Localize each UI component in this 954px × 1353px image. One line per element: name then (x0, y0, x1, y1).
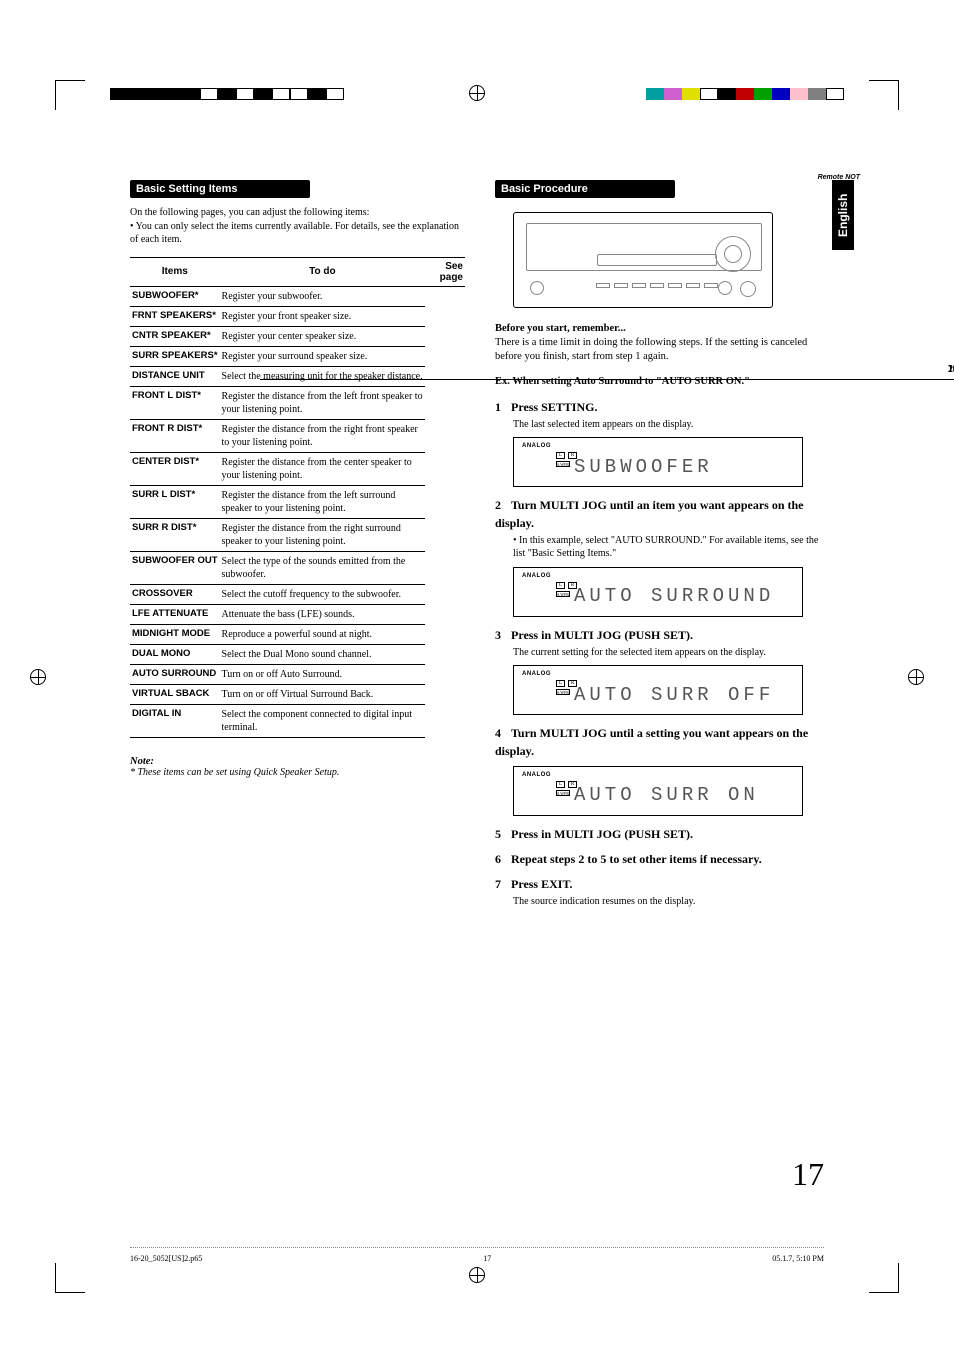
cell-todo: Select the type of the sounds emitted fr… (220, 551, 426, 584)
table-row: SURR L DIST*Register the distance from t… (130, 485, 465, 518)
table-row: CENTER DIST*Register the distance from t… (130, 452, 465, 485)
note-text: * These items can be set using Quick Spe… (130, 767, 465, 778)
cell-item: SUBWOOFER* (130, 286, 220, 306)
step-1: 1Press SETTING. The last selected item a… (495, 399, 830, 488)
section-header-basic-items: Basic Setting Items (130, 180, 310, 198)
color-bar-left (110, 88, 344, 100)
cell-page: 20 (260, 360, 954, 380)
table-row: SUBWOOFER*Register your subwoofer.18 (130, 286, 465, 306)
cell-todo: Turn on or off Virtual Surround Back. (220, 684, 426, 704)
cell-item: CENTER DIST* (130, 452, 220, 485)
cell-item: AUTO SURROUND (130, 664, 220, 684)
footer-timestamp: 05.1.7, 5:10 PM (772, 1254, 824, 1263)
lcd-display-3: ANALOG LR S.WFR AUTO SURR OFF (513, 665, 803, 715)
device-diagram (513, 212, 773, 308)
cell-todo: Select the component connected to digita… (220, 704, 426, 737)
table-row: MIDNIGHT MODEReproduce a powerful sound … (130, 624, 465, 644)
crop-mark-bl (55, 1263, 85, 1293)
remote-not-badge: Remote NOT (818, 174, 860, 181)
cell-todo: Register the distance from the left surr… (220, 485, 426, 518)
color-bar-right (646, 88, 844, 100)
registration-mark (469, 1267, 485, 1283)
table-row: SURR R DIST*Register the distance from t… (130, 518, 465, 551)
cell-todo: Register the distance from the center sp… (220, 452, 426, 485)
note-label: Note: (130, 756, 465, 767)
crop-mark-br (869, 1263, 899, 1293)
page-content: Basic Setting Items On the following pag… (130, 180, 830, 917)
language-tab: English (832, 180, 854, 250)
procedure-body: Before you start, remember... There is a… (495, 322, 830, 909)
settings-table: Items To do See page SUBWOOFER*Register … (130, 257, 465, 738)
footer-file: 16-20_5052[US]2.p65 (130, 1254, 202, 1263)
table-row: CROSSOVERSelect the cutoff frequency to … (130, 584, 465, 604)
intro-text: On the following pages, you can adjust t… (130, 206, 465, 247)
cell-item: MIDNIGHT MODE (130, 624, 220, 644)
cell-todo: Turn on or off Auto Surround. (220, 664, 426, 684)
cell-item: SURR SPEAKERS* (130, 346, 220, 366)
cell-todo: Select the Dual Mono sound channel. (220, 644, 426, 664)
cell-item: FRONT R DIST* (130, 419, 220, 452)
cell-item: LFE ATTENUATE (130, 604, 220, 624)
table-row: VIRTUAL SBACKTurn on or off Virtual Surr… (130, 684, 465, 704)
registration-mark (469, 85, 485, 101)
cell-todo: Register the distance from the left fron… (220, 386, 426, 419)
step-7: 7Press EXIT. The source indication resum… (495, 876, 830, 909)
cell-item: SUBWOOFER OUT (130, 551, 220, 584)
table-row: FRONT L DIST*Register the distance from … (130, 386, 465, 419)
cell-item: DIGITAL IN (130, 704, 220, 737)
lcd-display-1: ANALOG LR S.WFR SUBWOOFER (513, 437, 803, 487)
step-4: 4Turn MULTI JOG until a setting you want… (495, 725, 830, 815)
th-page: See page (425, 257, 465, 286)
cell-todo: Register the distance from the right fro… (220, 419, 426, 452)
cell-todo: Register your center speaker size. (220, 326, 426, 346)
registration-mark (908, 669, 924, 685)
crop-mark-tl (55, 80, 85, 110)
footer: 16-20_5052[US]2.p65 17 05.1.7, 5:10 PM (130, 1247, 824, 1263)
table-row: DIGITAL INSelect the component connected… (130, 704, 465, 737)
cell-item: FRONT L DIST* (130, 386, 220, 419)
table-row: AUTO SURROUNDTurn on or off Auto Surroun… (130, 664, 465, 684)
cell-todo: Reproduce a powerful sound at night. (220, 624, 426, 644)
intro-line2: • You can only select the items currentl… (130, 220, 465, 247)
page-number: 17 (792, 1156, 824, 1193)
cell-todo: Register the distance from the right sur… (220, 518, 426, 551)
footer-page: 17 (483, 1254, 491, 1263)
intro-line1: On the following pages, you can adjust t… (130, 206, 465, 220)
step-2: 2Turn MULTI JOG until an item you want a… (495, 497, 830, 616)
table-row: DUAL MONOSelect the Dual Mono sound chan… (130, 644, 465, 664)
table-row: FRONT R DIST*Register the distance from … (130, 419, 465, 452)
step-3: 3Press in MULTI JOG (PUSH SET). The curr… (495, 627, 830, 716)
cell-todo: Select the cutoff frequency to the subwo… (220, 584, 426, 604)
crop-mark-tr (869, 80, 899, 110)
cell-item: VIRTUAL SBACK (130, 684, 220, 704)
lcd-display-2: ANALOG LR S.WFR AUTO SURROUND (513, 567, 803, 617)
table-row: SUBWOOFER OUTSelect the type of the soun… (130, 551, 465, 584)
table-row: CNTR SPEAKER*Register your center speake… (130, 326, 465, 346)
lcd-display-4: ANALOG LR S.WFR AUTO SURR ON (513, 766, 803, 816)
th-todo: To do (220, 257, 426, 286)
cell-item: CROSSOVER (130, 584, 220, 604)
cell-item: DUAL MONO (130, 644, 220, 664)
cell-item: DISTANCE UNIT (130, 366, 220, 386)
left-column: Basic Setting Items On the following pag… (130, 180, 465, 917)
cell-item: SURR L DIST* (130, 485, 220, 518)
cell-item: FRNT SPEAKERS* (130, 306, 220, 326)
section-header-basic-procedure: Basic Procedure (495, 180, 675, 198)
step-5: 5Press in MULTI JOG (PUSH SET). (495, 826, 830, 843)
cell-todo: Attenuate the bass (LFE) sounds. (220, 604, 426, 624)
table-row: LFE ATTENUATEAttenuate the bass (LFE) so… (130, 604, 465, 624)
before-label: Before you start, remember... (495, 323, 626, 334)
th-items: Items (130, 257, 220, 286)
table-row: FRNT SPEAKERS*Register your front speake… (130, 306, 465, 326)
cell-item: SURR R DIST* (130, 518, 220, 551)
cell-todo: Register your front speaker size. (220, 306, 426, 326)
cell-item: CNTR SPEAKER* (130, 326, 220, 346)
cell-todo: Register your subwoofer. (220, 286, 426, 306)
right-column: Basic Procedure Remote NOT Before you st… (495, 180, 830, 917)
step-6: 6Repeat steps 2 to 5 to set other items … (495, 851, 830, 868)
registration-mark (30, 669, 46, 685)
